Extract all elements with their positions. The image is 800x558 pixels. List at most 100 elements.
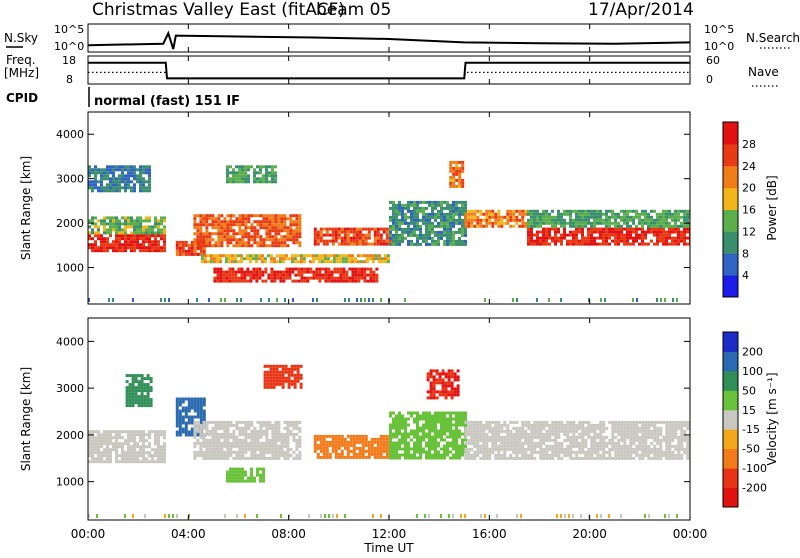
power-cell: [497, 213, 500, 216]
power-cell: [298, 223, 301, 226]
power-cbar-swatch: [723, 210, 738, 232]
velocity-cell: [377, 450, 380, 453]
power-cell: [262, 238, 265, 241]
power-cell: [452, 204, 455, 207]
power-cell: [608, 243, 611, 246]
velocity-cell: [668, 430, 671, 433]
power-cell: [250, 229, 253, 232]
power-cell: [235, 241, 238, 244]
power-cell: [127, 177, 130, 180]
power-cell: [419, 228, 422, 231]
velocity-cell: [524, 433, 527, 436]
velocity-cell: [291, 368, 294, 371]
velocity-cell: [142, 439, 145, 442]
velocity-cell: [250, 468, 253, 471]
power-cell: [232, 177, 235, 180]
power-cell: [270, 271, 273, 274]
velocity-cell: [317, 453, 320, 456]
velocity-cell: [674, 424, 677, 427]
power-cell: [142, 171, 145, 174]
velocity-cell: [280, 445, 283, 448]
power-cell: [683, 243, 686, 246]
velocity-cell: [277, 451, 280, 454]
velocity-cell: [440, 457, 443, 460]
power-cell: [100, 249, 103, 252]
power-cell: [464, 228, 467, 231]
power-cell: [148, 168, 151, 171]
velocity-cell: [295, 433, 298, 436]
velocity-cell: [250, 424, 253, 427]
velocity-cell: [671, 445, 674, 448]
power-cell: [372, 271, 375, 274]
power-cell: [270, 260, 273, 263]
power-cell: [238, 214, 241, 217]
power-cell: [115, 225, 118, 228]
velocity-cell: [602, 430, 605, 433]
velocity-cell: [494, 439, 497, 442]
power-cell: [614, 237, 617, 240]
power-cell: [536, 219, 539, 222]
velocity-cell: [274, 424, 277, 427]
velocity-cell: [235, 451, 238, 454]
velocity-cell: [150, 389, 153, 392]
velocity-cell: [193, 454, 196, 457]
velocity-cell: [300, 377, 303, 380]
velocity-cell: [138, 374, 141, 377]
power-cell: [464, 201, 467, 204]
velocity-cell: [344, 441, 347, 444]
velocity-cell: [434, 445, 437, 448]
power-cell: [191, 250, 194, 253]
velocity-cell: [179, 401, 182, 404]
velocity-cell: [509, 439, 512, 442]
velocity-cell: [244, 457, 247, 460]
power-cell: [300, 277, 303, 280]
power-cell: [342, 254, 345, 257]
power-cell: [653, 234, 656, 237]
velocity-cell: [602, 421, 605, 424]
velocity-cell: [398, 445, 401, 448]
velocity-cell: [283, 457, 286, 460]
velocity-cell: [142, 451, 145, 454]
power-cell: [121, 228, 124, 231]
velocity-cell: [100, 451, 103, 454]
power-speckle: [368, 298, 370, 302]
power-cell: [536, 237, 539, 240]
power-cell: [225, 271, 228, 274]
velocity-cell: [223, 424, 226, 427]
power-cell: [232, 168, 235, 171]
power-cell: [602, 222, 605, 225]
power-cell: [392, 201, 395, 204]
velocity-cell: [482, 439, 485, 442]
power-cell: [244, 174, 247, 177]
power-cell: [235, 220, 238, 223]
velocity-cell: [442, 393, 445, 396]
power-cell: [315, 277, 318, 280]
power-cell: [536, 225, 539, 228]
power-cell: [247, 244, 250, 247]
velocity-cell: [380, 453, 383, 456]
velocity-cell: [404, 418, 407, 421]
power-cell: [351, 260, 354, 263]
velocity-cell: [620, 439, 623, 442]
power-cell: [656, 234, 659, 237]
power-cell: [94, 168, 97, 171]
velocity-cell: [277, 454, 280, 457]
power-cell: [112, 168, 115, 171]
power-cell: [491, 222, 494, 225]
velocity-cell: [572, 445, 575, 448]
power-cell: [226, 165, 229, 168]
power-cell: [659, 228, 662, 231]
power-cell: [243, 277, 246, 280]
velocity-cell: [629, 421, 632, 424]
power-cell: [259, 177, 262, 180]
velocity-cell: [644, 436, 647, 439]
velocity-cell: [656, 442, 659, 445]
power-cell: [413, 204, 416, 207]
velocity-cell: [291, 380, 294, 383]
power-cell: [250, 238, 253, 241]
velocity-cell: [298, 451, 301, 454]
power-cell: [223, 226, 226, 229]
velocity-cell: [428, 436, 431, 439]
power-cell: [473, 213, 476, 216]
power-cell: [434, 231, 437, 234]
